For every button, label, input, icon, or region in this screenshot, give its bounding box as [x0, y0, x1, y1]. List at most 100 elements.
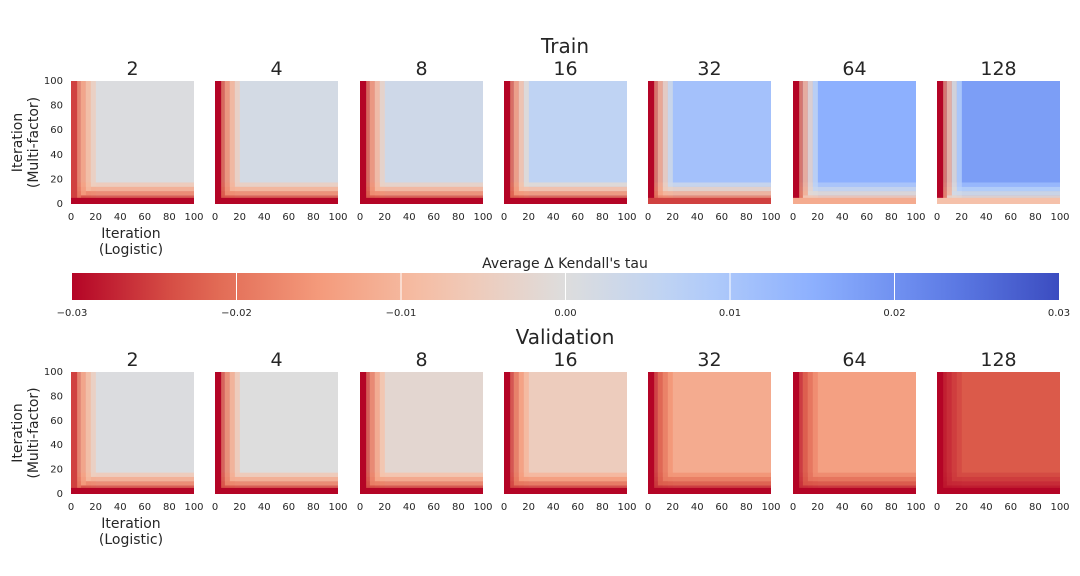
x-tick-label: 0: [645, 502, 651, 513]
y-tick-label: 100: [44, 76, 63, 87]
y-axis-label: Iteration: [10, 113, 26, 172]
heatmap-cell-band: [219, 372, 225, 494]
heatmap-cell-left-edge: [504, 81, 511, 204]
heatmap-cell-bottom-edge: [793, 487, 916, 494]
heatmap-cell-band: [812, 372, 818, 494]
x-tick-label: 60: [138, 212, 151, 223]
heatmap-cell-band: [648, 472, 771, 477]
heatmap-cell-band: [229, 81, 235, 204]
heatmap-cell-band: [946, 81, 952, 204]
x-tick-label: 80: [740, 212, 753, 223]
heatmap-cell-band: [504, 182, 627, 187]
x-tick-label: 100: [328, 502, 347, 513]
heatmap-cell-left-edge: [648, 372, 655, 494]
heatmap-cell-band: [379, 81, 385, 204]
x-tick-label: 60: [571, 212, 584, 223]
x-tick-label: 20: [811, 212, 824, 223]
heatmap-cell-band: [793, 182, 916, 187]
heatmap-cell-band: [648, 481, 771, 486]
heatmap-cell-band: [662, 81, 668, 204]
heatmap-cell-band: [219, 81, 225, 204]
y-tick-label: 20: [50, 174, 63, 185]
colorbar-tick-label: −0.02: [221, 308, 252, 319]
y-tick-label: 60: [50, 125, 63, 136]
colorbar-tick-label: 0.02: [883, 308, 905, 319]
heatmap-cell-band: [802, 81, 808, 204]
x-tick-label: 100: [906, 502, 925, 513]
heatmap-cell-band: [71, 191, 194, 196]
heatmap-cell-band: [951, 372, 957, 494]
heatmap-cell-band: [513, 81, 519, 204]
x-tick-label: 100: [617, 212, 636, 223]
x-tick-label: 0: [68, 502, 74, 513]
x-axis-label: (Logistic): [99, 242, 163, 258]
panel-title: 4: [270, 58, 282, 80]
y-tick-label: 0: [57, 199, 63, 210]
heatmap-cell-band: [937, 481, 1060, 486]
heatmap-cell-band: [937, 186, 1060, 192]
x-tick-label: 60: [138, 502, 151, 513]
heatmap-cell-band: [360, 481, 483, 486]
x-tick-label: 100: [328, 212, 347, 223]
y-tick-label: 40: [50, 440, 63, 451]
x-tick-label: 0: [212, 212, 218, 223]
heatmap-panel: 40 20 40 60 80 100: [212, 58, 348, 223]
x-tick-label: 60: [860, 502, 873, 513]
heatmap-cell-band: [802, 372, 808, 494]
y-axis-label: (Multi-factor): [26, 387, 42, 478]
heatmap-cell-bottom-edge: [648, 487, 771, 494]
x-tick-label: 20: [522, 502, 535, 513]
colorbar-tick-label: −0.01: [386, 308, 417, 319]
x-tick-label: 80: [307, 502, 320, 513]
x-tick-label: 20: [666, 502, 679, 513]
x-tick-label: 60: [571, 502, 584, 513]
x-axis-label: Iteration: [101, 516, 160, 532]
x-tick-label: 40: [403, 212, 416, 223]
heatmap-cell-band: [793, 191, 916, 196]
heatmap-cell-band: [224, 81, 230, 204]
heatmap-cell-band: [797, 372, 803, 494]
x-tick-label: 40: [980, 502, 993, 513]
heatmap-cell-left-edge: [937, 372, 944, 494]
y-tick-label: 60: [50, 416, 63, 427]
heatmap-cell-left-edge: [360, 81, 367, 204]
heatmap-cell-band: [667, 81, 673, 204]
heatmap-cell-band: [215, 186, 338, 192]
heatmap-cell-band: [85, 81, 91, 204]
x-tick-label: 100: [184, 502, 203, 513]
x-tick-label: 80: [163, 502, 176, 513]
panel-title: 128: [980, 58, 1016, 80]
heatmap-cell-band: [215, 472, 338, 477]
heatmap-panel: 64 0 20 40 60 80 100: [790, 349, 926, 513]
x-tick-label: 80: [452, 502, 465, 513]
row-title: Train: [540, 34, 589, 58]
y-tick-label: 80: [50, 101, 63, 112]
x-tick-label: 40: [836, 502, 849, 513]
colorbar: Average Δ Kendall's tau −0.03 −0.02 −0.01 0.…: [57, 256, 1070, 319]
heatmap-cell-band: [234, 81, 240, 204]
x-tick-label: 80: [596, 502, 609, 513]
heatmap-cell-band: [652, 372, 658, 494]
x-tick-label: 0: [357, 212, 363, 223]
x-tick-label: 0: [934, 212, 940, 223]
x-tick-label: 20: [666, 212, 679, 223]
heatmap-cell-band: [215, 476, 338, 482]
heatmap-cell-band: [504, 195, 627, 200]
heatmap-cell-band: [71, 476, 194, 482]
x-tick-label: 0: [68, 212, 74, 223]
heatmap-cell-band: [360, 195, 483, 200]
heatmap-cell-band: [793, 481, 916, 486]
heatmap-cell-band: [797, 81, 803, 204]
heatmap-cell-band: [215, 195, 338, 200]
heatmap-cell-left-edge: [504, 372, 511, 494]
x-tick-label: 20: [233, 502, 246, 513]
y-tick-label: 80: [50, 391, 63, 402]
heatmap-cell-band: [657, 81, 663, 204]
x-tick-label: 60: [427, 502, 440, 513]
heatmap-cell-band: [941, 372, 947, 494]
x-tick-label: 80: [740, 502, 753, 513]
panel-title: 32: [697, 349, 721, 371]
heatmap-cell-band: [71, 195, 194, 200]
